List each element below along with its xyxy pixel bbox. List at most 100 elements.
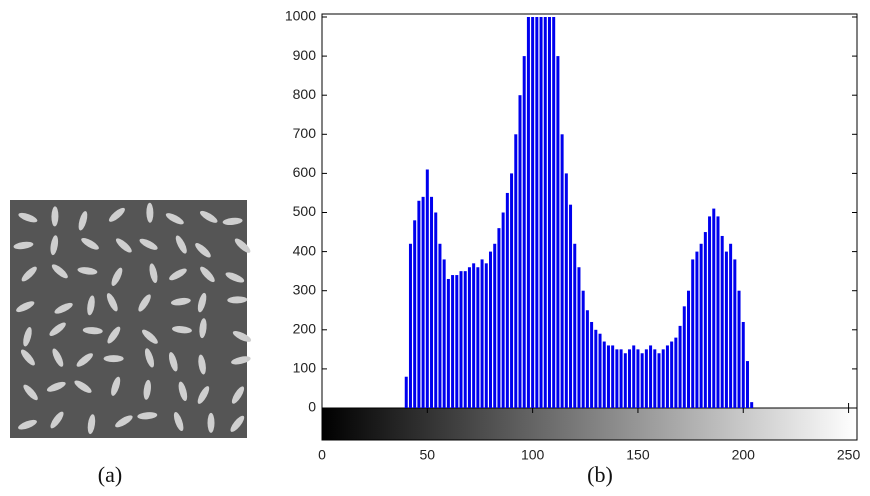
bar	[472, 263, 476, 408]
bar	[640, 353, 644, 408]
axes-box	[321, 13, 858, 441]
bar	[451, 275, 455, 408]
bar	[623, 353, 627, 408]
bar	[729, 243, 733, 408]
rice-grain	[175, 235, 187, 254]
rice-grain	[168, 352, 178, 372]
x-tick-label: 50	[420, 447, 436, 463]
bar	[724, 251, 728, 408]
rice-grain	[81, 237, 99, 250]
rice-grain	[222, 217, 243, 226]
image-background	[10, 200, 247, 438]
rice-grain	[23, 384, 38, 401]
y-tick-label: 700	[293, 125, 317, 141]
bar	[480, 259, 484, 408]
rice-grain	[115, 238, 132, 253]
rice-grain	[227, 296, 248, 304]
rice-grain	[231, 356, 251, 365]
rice-grain	[195, 243, 211, 258]
rice-image	[10, 200, 252, 438]
rice-grain	[107, 326, 121, 344]
rice-grain	[52, 348, 64, 367]
rice-grain	[76, 353, 93, 367]
rice-grain	[170, 297, 191, 306]
bar	[745, 361, 749, 408]
bar	[489, 251, 493, 408]
rice-grain	[49, 322, 66, 336]
rice-grain	[115, 415, 133, 428]
bar	[585, 310, 589, 408]
x-tick-label: 0	[318, 447, 326, 463]
bar	[699, 243, 703, 408]
bar	[408, 243, 412, 408]
bar	[421, 196, 425, 408]
rice-grain	[137, 412, 158, 420]
y-tick-label: 500	[293, 203, 317, 219]
rice-grain	[139, 238, 158, 250]
bar	[741, 321, 745, 408]
bar	[560, 134, 564, 409]
bar	[438, 243, 442, 408]
rice-grain	[106, 293, 118, 312]
bar	[430, 196, 434, 408]
rice-grain	[111, 376, 121, 396]
bar	[455, 275, 459, 408]
bar	[661, 349, 665, 408]
bar	[606, 345, 610, 408]
rice-grain	[207, 412, 215, 433]
y-tick-label: 200	[293, 321, 317, 337]
caption-b: (b)	[587, 462, 613, 487]
bar	[712, 208, 716, 408]
rice-grain	[46, 381, 66, 392]
bar	[703, 232, 707, 408]
rice-grain	[172, 326, 192, 334]
rice-grain	[16, 301, 35, 313]
bar	[497, 228, 501, 408]
bar	[657, 353, 661, 408]
bar	[556, 56, 560, 408]
bar	[577, 267, 581, 408]
y-tick-label: 100	[293, 360, 317, 376]
bar	[674, 337, 678, 408]
bar	[632, 345, 636, 408]
y-tick-label: 900	[293, 47, 317, 63]
bar	[653, 349, 657, 408]
bar	[526, 17, 530, 408]
rice-grain	[144, 348, 155, 368]
bar	[463, 271, 467, 408]
rice-grain	[51, 206, 59, 227]
bar	[543, 17, 547, 408]
bar	[434, 212, 438, 408]
bar	[539, 17, 543, 408]
rice-grain	[23, 327, 32, 347]
bar	[649, 345, 653, 408]
y-tick-label: 300	[293, 281, 317, 297]
bar	[501, 212, 505, 408]
rice-grain	[225, 272, 245, 283]
bar	[476, 267, 480, 408]
colorbar	[322, 408, 857, 440]
bar	[590, 321, 594, 408]
bar	[493, 243, 497, 408]
rice-grain	[87, 414, 96, 435]
x-tick-label: 250	[837, 447, 861, 463]
rice-grain	[198, 354, 206, 375]
bar	[720, 235, 724, 408]
rice-grain	[197, 292, 207, 313]
bar	[611, 345, 615, 408]
rice-grain	[50, 411, 64, 429]
rice-grain	[111, 267, 123, 286]
rice-grain	[103, 355, 124, 363]
bar	[594, 329, 598, 408]
rice-grain	[149, 263, 158, 284]
bar	[636, 349, 640, 408]
bar	[510, 173, 514, 408]
bar	[417, 200, 421, 408]
rice-grain	[51, 264, 68, 279]
bar	[518, 95, 522, 408]
bar	[514, 134, 518, 409]
rice-grain	[200, 266, 215, 283]
bar	[716, 216, 720, 408]
rice-grain	[78, 211, 88, 231]
